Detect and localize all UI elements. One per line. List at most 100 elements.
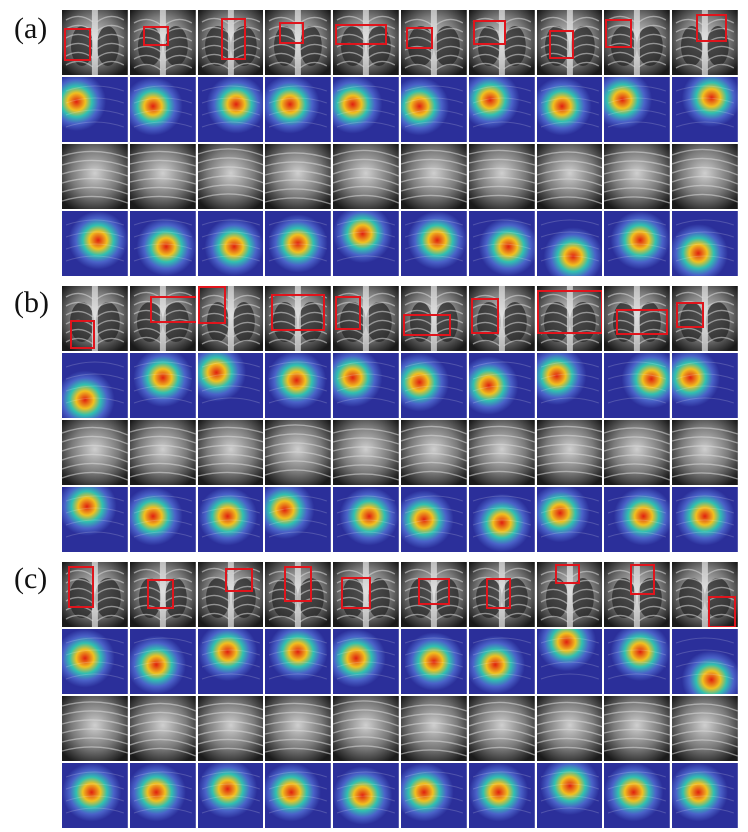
cropped-xray-a-8 (536, 144, 603, 209)
bounding-box (68, 566, 94, 608)
cropped-grad-cam-heatmap-b-6 (400, 487, 467, 552)
cropped-xray-a-2 (129, 144, 196, 209)
panel-label-c: (c) (14, 562, 48, 595)
grad-cam-heatmap-b-4 (265, 353, 332, 418)
bounding-box (70, 320, 95, 349)
cropped-grad-cam-heatmap-b-8 (536, 487, 603, 552)
grad-cam-heatmap-a-2 (129, 77, 196, 142)
grad-cam-heatmap-c-9 (604, 629, 671, 694)
bounding-box (146, 579, 174, 609)
bounding-box (197, 286, 226, 324)
cropped-grad-cam-heatmap-a-8 (536, 211, 603, 276)
bounding-box (536, 290, 603, 334)
bounding-box (284, 566, 313, 602)
bounding-box (708, 596, 737, 627)
full-xray-with-bbox-a-2 (129, 10, 196, 75)
cropped-grad-cam-heatmap-c-10 (672, 763, 738, 828)
cropped-xray-a-1 (62, 144, 128, 209)
cropped-grad-cam-heatmap-a-7 (468, 211, 535, 276)
grad-cam-heatmap-c-8 (536, 629, 603, 694)
bounding-box (402, 314, 451, 336)
full-xray-with-bbox-b-1 (62, 286, 128, 351)
grad-cam-heatmap-a-4 (265, 77, 332, 142)
full-xray-with-bbox-c-7 (468, 562, 535, 627)
cropped-xray-a-5 (333, 144, 399, 209)
cropped-xray-c-6 (400, 696, 467, 761)
cropped-xray-a-7 (468, 144, 535, 209)
cropped-grad-cam-heatmap-b-4 (265, 487, 332, 552)
cropped-xray-b-4 (265, 420, 332, 485)
full-xray-with-bbox-a-10 (672, 10, 738, 75)
full-xray-with-bbox-a-1 (62, 10, 128, 75)
grad-cam-heatmap-b-8 (536, 353, 603, 418)
cropped-grad-cam-heatmap-a-1 (62, 211, 128, 276)
cropped-xray-c-5 (333, 696, 399, 761)
cropped-xray-c-3 (197, 696, 264, 761)
full-xray-with-bbox-b-3 (197, 286, 264, 351)
cropped-grad-cam-heatmap-b-1 (62, 487, 128, 552)
bounding-box (335, 296, 362, 330)
grad-cam-heatmap-c-10 (672, 629, 738, 694)
bounding-box (470, 298, 499, 334)
bounding-box (485, 578, 511, 609)
cropped-xray-c-4 (265, 696, 332, 761)
cropped-xray-a-6 (400, 144, 467, 209)
bounding-box (417, 578, 450, 605)
full-xray-with-bbox-a-6 (400, 10, 467, 75)
cropped-grad-cam-heatmap-a-9 (604, 211, 671, 276)
cropped-grad-cam-heatmap-c-3 (197, 763, 264, 828)
full-xray-with-bbox-b-4 (265, 286, 332, 351)
full-xray-with-bbox-a-4 (265, 10, 332, 75)
grad-cam-heatmap-a-1 (62, 77, 128, 142)
grad-cam-heatmap-c-7 (468, 629, 535, 694)
bounding-box (220, 18, 246, 60)
full-xray-with-bbox-b-8 (536, 286, 603, 351)
cropped-xray-b-6 (400, 420, 467, 485)
cropped-grad-cam-heatmap-c-1 (62, 763, 128, 828)
bounding-box (548, 30, 574, 59)
cropped-xray-b-7 (468, 420, 535, 485)
cropped-xray-c-1 (62, 696, 128, 761)
full-xray-with-bbox-b-7 (468, 286, 535, 351)
panel-label-a: (a) (14, 12, 48, 45)
cropped-grad-cam-heatmap-b-10 (672, 487, 738, 552)
cropped-xray-c-2 (129, 696, 196, 761)
grad-cam-heatmap-a-6 (400, 77, 467, 142)
grad-cam-heatmap-b-5 (333, 353, 399, 418)
cropped-grad-cam-heatmap-c-5 (333, 763, 399, 828)
full-xray-with-bbox-c-2 (129, 562, 196, 627)
grad-cam-heatmap-c-1 (62, 629, 128, 694)
full-xray-with-bbox-c-5 (333, 562, 399, 627)
full-xray-with-bbox-c-1 (62, 562, 128, 627)
grad-cam-heatmap-b-10 (672, 353, 738, 418)
cropped-xray-c-8 (536, 696, 603, 761)
cropped-xray-a-9 (604, 144, 671, 209)
full-xray-with-bbox-b-5 (333, 286, 399, 351)
full-xray-with-bbox-a-9 (604, 10, 671, 75)
grad-cam-heatmap-b-7 (468, 353, 535, 418)
cropped-xray-b-5 (333, 420, 399, 485)
cropped-xray-b-8 (536, 420, 603, 485)
bounding-box (405, 27, 433, 49)
full-xray-with-bbox-b-10 (672, 286, 738, 351)
full-xray-with-bbox-c-4 (265, 562, 332, 627)
cropped-grad-cam-heatmap-b-5 (333, 487, 399, 552)
cropped-xray-a-4 (265, 144, 332, 209)
cropped-grad-cam-heatmap-b-3 (197, 487, 264, 552)
cropped-xray-a-10 (672, 144, 738, 209)
cropped-grad-cam-heatmap-b-2 (129, 487, 196, 552)
grad-cam-heatmap-c-5 (333, 629, 399, 694)
full-xray-with-bbox-b-9 (604, 286, 671, 351)
cropped-xray-b-9 (604, 420, 671, 485)
cropped-xray-c-7 (468, 696, 535, 761)
grad-cam-heatmap-b-2 (129, 353, 196, 418)
bounding-box (605, 19, 633, 48)
full-xray-with-bbox-b-6 (400, 286, 467, 351)
cropped-xray-c-9 (604, 696, 671, 761)
cropped-grad-cam-heatmap-a-5 (333, 211, 399, 276)
cropped-grad-cam-heatmap-b-7 (468, 487, 535, 552)
full-xray-with-bbox-a-8 (536, 10, 603, 75)
cropped-grad-cam-heatmap-c-9 (604, 763, 671, 828)
grad-cam-heatmap-c-6 (400, 629, 467, 694)
cropped-xray-a-3 (197, 144, 264, 209)
